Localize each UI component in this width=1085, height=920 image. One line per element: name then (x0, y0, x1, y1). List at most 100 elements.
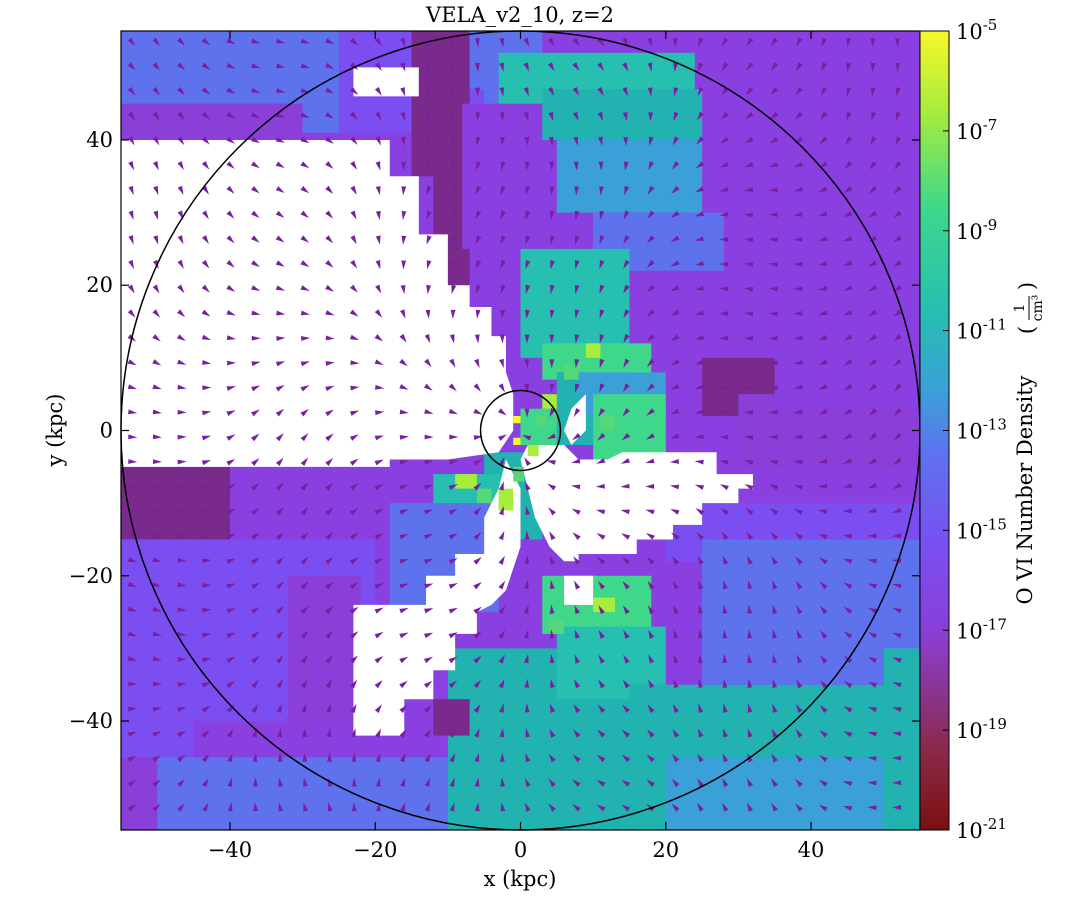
velocity-arrow (152, 136, 160, 146)
velocity-arrow (325, 38, 335, 45)
y-tick-label: 20 (86, 273, 113, 297)
velocity-arrow (843, 631, 853, 639)
velocity-arrow (399, 680, 408, 689)
velocity-arrow (201, 259, 210, 269)
velocity-arrow (498, 456, 505, 466)
velocity-arrow (399, 409, 409, 415)
velocity-arrow (745, 111, 754, 120)
velocity-arrow (300, 531, 309, 541)
velocity-arrow (843, 358, 853, 366)
velocity-arrow (152, 656, 162, 662)
velocity-arrow (793, 261, 803, 267)
velocity-arrow (673, 629, 679, 639)
velocity-arrow (423, 656, 434, 664)
velocity-arrow (226, 508, 236, 515)
velocity-arrow (549, 334, 555, 344)
velocity-arrow (523, 111, 529, 122)
velocity-arrow (646, 284, 655, 293)
velocity-arrow (770, 37, 779, 47)
velocity-arrow (647, 87, 653, 97)
velocity-arrow (325, 210, 334, 219)
velocity-arrow (743, 410, 753, 415)
velocity-arrow (646, 754, 655, 763)
velocity-arrow (349, 309, 359, 317)
velocity-arrow (349, 284, 358, 293)
velocity-arrow (374, 631, 384, 639)
velocity-arrow (573, 580, 581, 590)
velocity-arrow (500, 309, 506, 319)
velocity-arrow (127, 779, 137, 787)
velocity-arrow (127, 37, 136, 47)
velocity-arrow (251, 310, 261, 316)
velocity-arrow (227, 777, 233, 787)
velocity-arrow (176, 754, 186, 763)
velocity-arrow (278, 802, 284, 812)
velocity-arrow (719, 360, 729, 366)
velocity-arrow (672, 580, 679, 590)
velocity-arrow (325, 112, 335, 119)
velocity-arrow (524, 703, 530, 713)
velocity-arrow (598, 161, 604, 171)
velocity-arrow (177, 309, 186, 318)
dense-clump (542, 394, 557, 409)
velocity-arrow (500, 259, 506, 270)
velocity-arrow (646, 358, 655, 367)
velocity-arrow (621, 533, 631, 540)
velocity-arrow (351, 802, 357, 812)
velocity-arrow (719, 186, 729, 192)
velocity-arrow (894, 38, 900, 48)
velocity-arrow (673, 62, 678, 72)
velocity-arrow (571, 484, 581, 490)
velocity-arrow (768, 187, 778, 192)
velocity-arrow (499, 481, 504, 491)
velocity-arrow (128, 210, 134, 220)
velocity-arrow (842, 781, 853, 787)
velocity-arrow (400, 111, 406, 122)
velocity-arrow (474, 334, 480, 344)
velocity-arrow (868, 457, 878, 465)
velocity-arrow (768, 212, 778, 218)
velocity-arrow (350, 235, 357, 245)
velocity-arrow (424, 583, 434, 589)
velocity-arrow (892, 657, 902, 663)
velocity-arrow (549, 653, 555, 664)
velocity-arrow (226, 360, 237, 366)
velocity-arrow (646, 333, 655, 343)
velocity-arrow (325, 482, 334, 491)
velocity-arrow (152, 731, 162, 737)
velocity-arrow (793, 508, 803, 515)
velocity-arrow (374, 656, 384, 664)
velocity-arrow (399, 333, 407, 343)
y-tick-label: −20 (69, 564, 113, 588)
velocity-arrow (768, 460, 779, 465)
velocity-arrow (892, 755, 902, 761)
velocity-arrow (152, 86, 160, 96)
velocity-arrow (599, 358, 605, 369)
velocity-arrow (893, 185, 902, 194)
x-axis-label: x (kpc) (484, 867, 557, 891)
velocity-arrow (275, 186, 285, 194)
velocity-arrow (401, 210, 407, 221)
velocity-arrow (300, 408, 309, 417)
velocity-arrow (128, 706, 138, 712)
velocity-arrow (399, 632, 409, 639)
velocity-arrow (622, 704, 630, 714)
velocity-arrow (177, 582, 187, 588)
velocity-arrow (448, 728, 456, 738)
velocity-arrow (374, 483, 384, 491)
velocity-arrow (743, 360, 753, 366)
density-cell (774, 299, 920, 409)
velocity-arrow (251, 87, 261, 93)
velocity-arrow (895, 136, 902, 146)
velocity-arrow (275, 161, 285, 169)
velocity-arrow (424, 608, 434, 614)
velocity-arrow (349, 655, 358, 664)
velocity-arrow (349, 483, 359, 491)
velocity-arrow (722, 678, 728, 688)
velocity-arrow (374, 582, 384, 589)
velocity-arrow (697, 802, 704, 812)
velocity-arrow (821, 37, 827, 48)
velocity-arrow (719, 384, 729, 390)
dense-clump (535, 415, 546, 427)
